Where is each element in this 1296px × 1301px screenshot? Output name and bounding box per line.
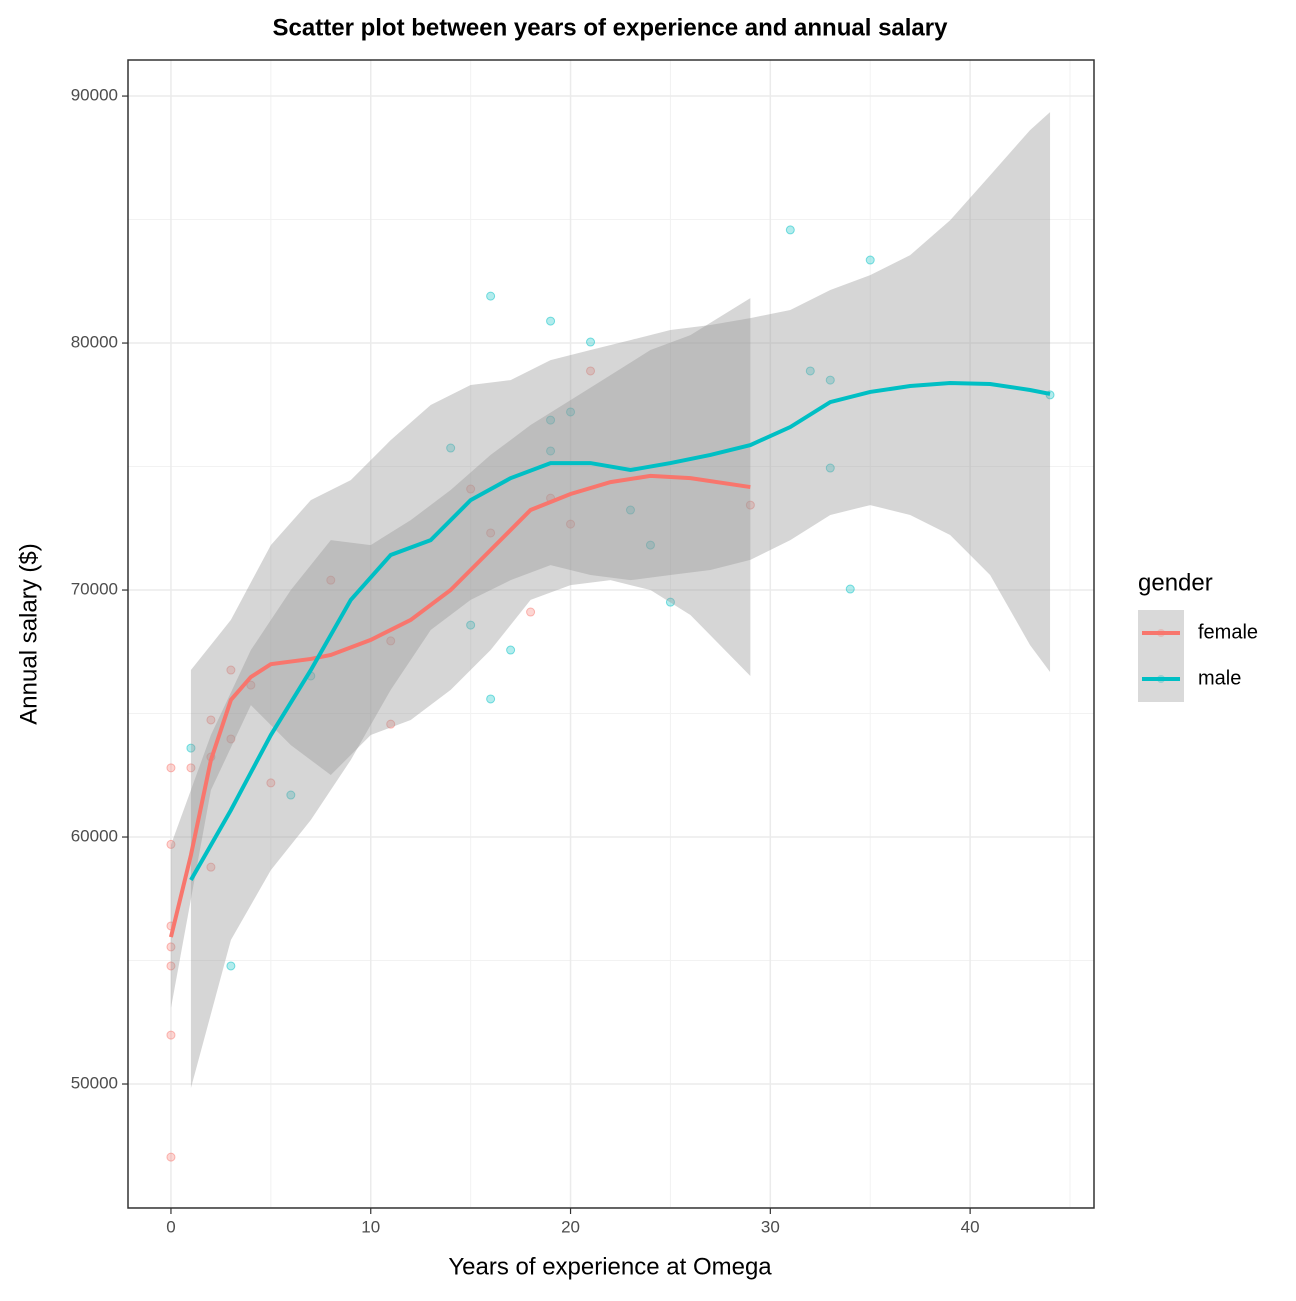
x-tick-label: 0 <box>166 1217 175 1236</box>
data-point <box>166 1152 176 1162</box>
data-point <box>386 636 396 646</box>
data-point <box>166 839 176 849</box>
data-point <box>246 680 256 690</box>
data-point <box>166 961 176 971</box>
data-point <box>805 366 815 376</box>
data-point <box>226 665 236 675</box>
data-point <box>206 862 216 872</box>
data-point <box>625 505 635 515</box>
data-point <box>546 316 556 326</box>
legend-point <box>1157 629 1165 637</box>
data-point <box>226 961 236 971</box>
data-point <box>166 763 176 773</box>
smooth-line <box>169 473 751 938</box>
x-axis-label: Years of experience at Omega <box>448 1253 772 1280</box>
data-point <box>466 484 476 494</box>
data-point <box>486 291 496 301</box>
data-point <box>785 225 795 235</box>
data-point <box>645 540 655 550</box>
data-point <box>166 942 176 952</box>
x-tick-label: 40 <box>961 1217 980 1236</box>
data-point <box>186 763 196 773</box>
panel-border <box>127 59 1095 1209</box>
data-point <box>286 790 296 800</box>
data-point <box>226 734 236 744</box>
legend-title: gender <box>1138 569 1213 596</box>
legend-label: male <box>1198 667 1241 689</box>
data-point <box>526 607 536 617</box>
data-point <box>586 366 596 376</box>
y-tick-label: 50000 <box>71 1073 118 1092</box>
y-axis-label: Annual salary ($) <box>15 543 42 724</box>
y-tick-label: 90000 <box>71 86 118 105</box>
data-point <box>506 645 516 655</box>
data-point <box>446 443 456 453</box>
data-point <box>566 407 576 417</box>
y-tick-label: 70000 <box>71 580 118 599</box>
confidence-band <box>190 112 1051 1088</box>
legend-label: female <box>1198 621 1258 643</box>
confidence-band <box>170 298 751 1008</box>
data-point <box>845 584 855 594</box>
data-point <box>825 463 835 473</box>
x-tick-label: 30 <box>761 1217 780 1236</box>
legend-point <box>1157 675 1165 683</box>
data-point <box>326 575 336 585</box>
data-point <box>466 620 476 630</box>
data-point <box>546 415 556 425</box>
x-tick-label: 10 <box>361 1217 380 1236</box>
data-point <box>486 694 496 704</box>
y-tick-label: 80000 <box>71 333 118 352</box>
data-point <box>665 597 675 607</box>
data-point <box>825 375 835 385</box>
x-tick-label: 20 <box>561 1217 580 1236</box>
y-tick-label: 60000 <box>71 827 118 846</box>
data-point <box>206 715 216 725</box>
data-point <box>865 255 875 265</box>
data-point <box>186 743 196 753</box>
data-point <box>166 1030 176 1040</box>
data-point <box>266 778 276 788</box>
smooth-line <box>189 381 1051 881</box>
chart-title: Scatter plot between years of experience… <box>273 14 949 41</box>
data-point <box>566 519 576 529</box>
data-point <box>546 446 556 456</box>
data-point <box>386 719 396 729</box>
data-point <box>486 528 496 538</box>
plot-layer: 50000 60000 70000 80000 90000 0 10 20 30 40 female… <box>71 59 1258 1236</box>
data-point <box>745 500 755 510</box>
data-point <box>586 337 596 347</box>
